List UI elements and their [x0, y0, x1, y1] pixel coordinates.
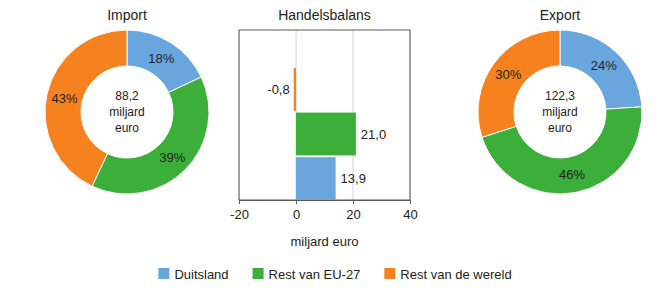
- tick-label: -20: [230, 207, 249, 222]
- tick-mark: [410, 200, 411, 204]
- plot-frame: [239, 30, 410, 200]
- data-label: 43%: [52, 91, 78, 106]
- legend-item: Rest van EU-27: [253, 267, 361, 282]
- legend-item: Duitsland: [158, 267, 228, 282]
- legend-swatch: [253, 268, 264, 279]
- tick: 40: [403, 200, 417, 222]
- data-label: 30%: [495, 67, 521, 82]
- center-label: euro: [548, 121, 572, 135]
- chart-title: Export: [540, 7, 581, 23]
- legend: Duitsland Rest van EU-27 Rest van de werel…: [158, 267, 511, 282]
- slice: [92, 77, 209, 194]
- tick-label: 0: [293, 207, 300, 222]
- data-label: 18%: [148, 51, 174, 66]
- data-labels: -0,8 21,0 13,9: [267, 82, 386, 186]
- center-label: miljard: [109, 105, 144, 119]
- x-axis-title: miljard euro: [291, 234, 359, 249]
- grid: [239, 30, 410, 200]
- tick: 0: [293, 200, 300, 222]
- data-label: 46%: [559, 167, 585, 182]
- slices: [45, 30, 209, 194]
- data-labels: 24% 46% 30%: [495, 58, 617, 183]
- bar: [296, 157, 336, 200]
- legend-label: Duitsland: [174, 267, 228, 282]
- data-label: 21,0: [361, 127, 386, 142]
- data-labels: 18% 39% 43%: [52, 51, 186, 165]
- data-label: 39%: [159, 150, 185, 165]
- donut: 24% 46% 30% 122,3 miljard euro: [478, 30, 642, 194]
- data-label: -0,8: [267, 82, 289, 97]
- tick-mark: [296, 200, 297, 204]
- x-axis: -20 0 20 40: [230, 200, 418, 222]
- legend-swatch: [158, 268, 169, 279]
- legend-label: Rest van de wereld: [400, 267, 511, 282]
- bar: [294, 68, 296, 111]
- center-label: 122,3: [545, 89, 575, 103]
- tick: 20: [346, 200, 360, 222]
- center-label: 88,2: [115, 89, 139, 103]
- tick-label: 40: [403, 207, 417, 222]
- data-label: 13,9: [341, 171, 366, 186]
- x-axis-line: [240, 201, 411, 205]
- tick-mark: [353, 200, 354, 204]
- chart-title: Handelsbalans: [278, 7, 371, 23]
- tick: -20: [230, 200, 249, 222]
- bar: [296, 113, 356, 156]
- center-label: miljard: [542, 105, 577, 119]
- tick-mark: [239, 200, 240, 204]
- slices: [478, 30, 642, 194]
- chart-title: Import: [107, 7, 147, 23]
- legend-label: Rest van EU-27: [269, 267, 361, 282]
- tick-label: 20: [346, 207, 360, 222]
- legend-item: Rest van de wereld: [384, 267, 511, 282]
- legend-swatch: [384, 268, 395, 279]
- data-label: 24%: [591, 58, 617, 73]
- center-label: euro: [115, 121, 139, 135]
- donut: 18% 39% 43% 88,2 miljard euro: [45, 30, 209, 194]
- chart-canvas: Import 18% 39% 43% 88,2 miljard euro Duitsland R…: [0, 0, 670, 294]
